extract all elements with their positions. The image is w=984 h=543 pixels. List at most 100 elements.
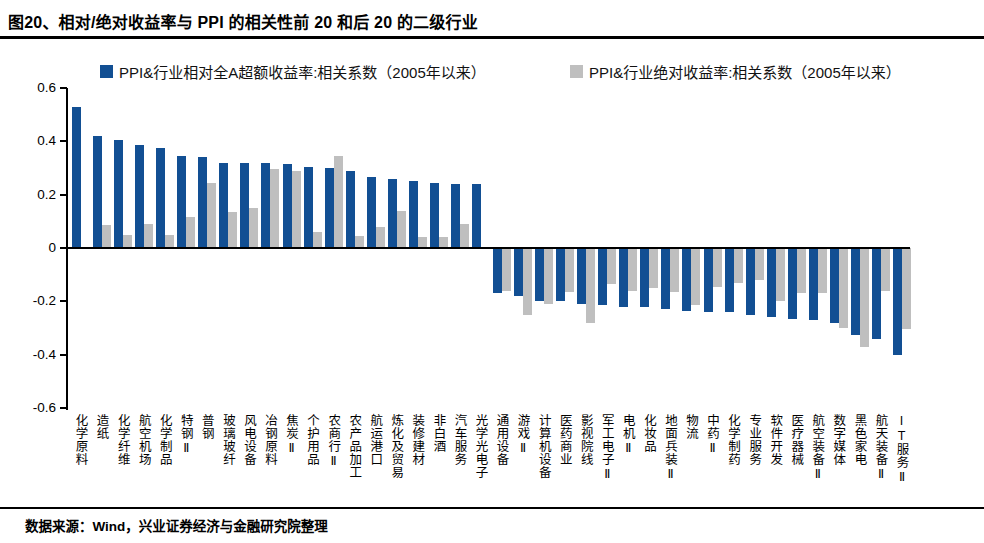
bar-absolute-return <box>776 248 785 301</box>
x-axis-label: 军工电子Ⅱ <box>595 414 617 482</box>
x-axis-label: 中药Ⅱ <box>701 414 723 456</box>
bar-relative-return <box>746 248 755 315</box>
zero-axis-line <box>68 247 910 249</box>
bar-relative-return <box>704 248 713 312</box>
bar-absolute-return <box>270 169 279 248</box>
x-axis-label: 电机Ⅱ <box>616 414 638 456</box>
bar-absolute-return <box>628 248 637 291</box>
y-axis-tick <box>60 194 67 196</box>
x-axis-label: 农产品加工 <box>343 414 365 479</box>
bar-relative-return <box>725 248 734 312</box>
title-divider-line <box>0 36 984 39</box>
x-axis-label: 装修建材 <box>406 414 428 466</box>
y-axis-tick-label: -0.6 <box>33 399 56 417</box>
x-axis-label: 专业服务 <box>743 414 765 466</box>
bar-relative-return <box>682 248 691 311</box>
x-axis-label: 冶钢原料 <box>258 414 280 466</box>
bar-relative-return <box>156 148 165 248</box>
bar-absolute-return <box>207 183 216 248</box>
x-axis-label: 地面兵装Ⅱ <box>658 414 680 482</box>
figure-title: 图20、相对/绝对收益率与 PPI 的相关性前 20 和后 20 的二级行业 <box>8 9 478 33</box>
bar-relative-return <box>283 164 292 248</box>
x-axis-label: 汽车服务 <box>448 414 470 466</box>
bar-relative-return <box>640 248 649 307</box>
bar-relative-return <box>830 248 839 323</box>
legend-label-relative-return: PPI&行业相对全A超额收益率:相关系数（2005年以来） <box>119 61 486 82</box>
bar-relative-return <box>409 181 418 248</box>
bar-absolute-return <box>797 248 806 293</box>
bar-absolute-return <box>523 248 532 315</box>
bar-relative-return <box>493 248 502 293</box>
bar-relative-return <box>872 248 881 339</box>
x-axis-label: 化妆品 <box>637 414 659 453</box>
x-axis-label: 航空机场 <box>132 414 154 466</box>
bar-absolute-return <box>292 171 301 248</box>
bar-relative-return <box>346 171 355 248</box>
x-axis-label: 玻璃玻纤 <box>216 414 238 466</box>
bar-absolute-return <box>502 248 511 291</box>
bar-absolute-return <box>334 156 343 248</box>
bar-absolute-return <box>691 248 700 305</box>
bar-absolute-return <box>565 248 574 292</box>
bar-absolute-return <box>165 235 174 248</box>
legend-swatch-blue <box>100 65 113 78</box>
bar-absolute-return <box>102 225 111 248</box>
y-axis-tick <box>60 407 67 409</box>
y-axis-tick-label: 0.4 <box>37 132 56 150</box>
bar-absolute-return <box>397 211 406 248</box>
x-axis-label: 普钢 <box>195 414 217 440</box>
bar-absolute-return <box>586 248 595 323</box>
bar-relative-return <box>767 248 776 317</box>
x-axis-label: 光学光电子 <box>469 414 491 479</box>
x-axis-label: 影视院线 <box>574 414 596 466</box>
y-axis-tick <box>60 300 67 302</box>
bar-relative-return <box>388 179 397 248</box>
legend-label-absolute-return: PPI&行业绝对收益率:相关系数（2005年以来） <box>589 61 901 82</box>
x-axis-labels: 化学原料造纸化学纤维航空机场化学制品特钢Ⅱ普钢玻璃玻纤风电设备冶钢原料焦炭Ⅱ个护… <box>68 414 910 518</box>
bar-absolute-return <box>839 248 848 328</box>
x-axis-label: 数字媒体 <box>827 414 849 466</box>
bar-relative-return <box>619 248 628 307</box>
bar-relative-return <box>135 145 144 248</box>
bar-relative-return <box>451 184 460 248</box>
y-axis-tick-label: -0.2 <box>33 292 56 310</box>
x-axis-label: 航运港口 <box>364 414 386 466</box>
bar-absolute-return <box>228 212 237 248</box>
x-axis-label: 计算机设备 <box>532 414 554 479</box>
bar-absolute-return <box>649 248 658 288</box>
x-axis-label: 化学制药 <box>722 414 744 466</box>
x-axis-label: 化学纤维 <box>111 414 133 466</box>
y-axis-tick <box>60 247 67 249</box>
x-axis-label: 游戏Ⅱ <box>511 414 533 456</box>
bar-absolute-return <box>144 224 153 248</box>
y-axis-tick <box>60 140 67 142</box>
bar-relative-return <box>114 140 123 248</box>
bar-relative-return <box>198 157 207 248</box>
y-axis-tick-label: 0.2 <box>37 186 56 204</box>
y-axis: 0.60.40.20-0.2-0.4-0.6 <box>0 88 60 408</box>
bar-absolute-return <box>186 217 195 248</box>
x-axis-label: 物流 <box>679 414 701 440</box>
legend-swatch-gray <box>570 65 583 78</box>
bar-absolute-return <box>376 227 385 248</box>
bar-relative-return <box>304 167 313 248</box>
bar-absolute-return <box>313 232 322 248</box>
x-axis-label: 农商行Ⅱ <box>322 414 344 469</box>
bar-relative-return <box>367 177 376 248</box>
bar-relative-return <box>177 156 186 248</box>
bar-absolute-return <box>123 235 132 248</box>
bar-relative-return <box>240 163 249 248</box>
x-axis-label: 航天装备Ⅱ <box>869 414 891 482</box>
bar-absolute-return <box>902 248 911 329</box>
x-axis-label: 造纸 <box>90 414 112 440</box>
bar-relative-return <box>72 107 81 248</box>
x-axis-label: 风电设备 <box>237 414 259 466</box>
legend-item-relative-return: PPI&行业相对全A超额收益率:相关系数（2005年以来） <box>100 62 486 80</box>
bar-absolute-return <box>755 248 764 280</box>
x-axis-label: 炼化及贸易 <box>385 414 407 479</box>
bar-relative-return <box>851 248 860 335</box>
bar-relative-return <box>219 163 228 248</box>
x-axis-label: 焦炭Ⅱ <box>280 414 302 456</box>
bar-relative-return <box>809 248 818 320</box>
x-axis-label: 个护用品 <box>301 414 323 466</box>
